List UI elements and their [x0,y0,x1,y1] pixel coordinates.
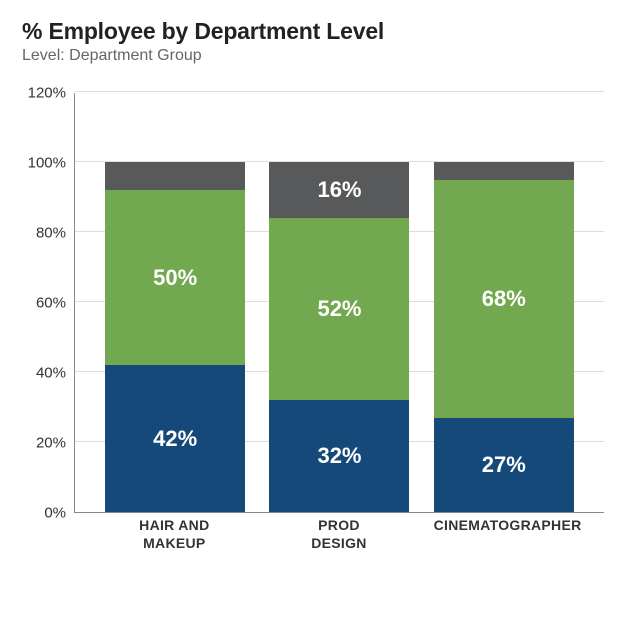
y-tick-label: 60% [36,295,66,312]
chart-title: % Employee by Department Level [22,18,604,45]
bar-segment-bottom: 32% [269,400,409,512]
bar-segment-top [105,162,245,190]
bar-segment-bottom: 42% [105,365,245,512]
x-axis-label: HAIR ANDMAKEUP [104,517,244,552]
y-tick-label: 100% [28,155,66,172]
x-axis-label: CINEMATOGRAPHER [434,517,574,552]
bar-segment-top [434,162,574,180]
y-axis: 0%20%40%60%80%100%120% [22,93,74,513]
y-tick-label: 120% [28,85,66,102]
bar-segment-middle: 68% [434,180,574,418]
bar-segment-middle: 50% [105,190,245,365]
y-tick-label: 20% [36,435,66,452]
y-tick-label: 0% [44,505,66,522]
bars-container: 50%42%16%52%32%68%27% [75,93,604,512]
x-axis-label: PRODDESIGN [269,517,409,552]
chart-area: 0%20%40%60%80%100%120% 50%42%16%52%32%68… [22,93,604,583]
bar-column: 68%27% [434,93,574,512]
bar-segment-top: 16% [269,162,409,218]
y-tick-label: 80% [36,225,66,242]
plot-area: 50%42%16%52%32%68%27% [74,93,604,513]
bar-segment-bottom: 27% [434,418,574,513]
x-axis-labels: HAIR ANDMAKEUP PRODDESIGN CINEMATOGRAPHER [74,517,604,552]
grid-line [75,91,604,92]
bar-column: 50%42% [105,93,245,512]
y-tick-label: 40% [36,365,66,382]
bar-segment-middle: 52% [269,218,409,400]
chart-subtitle: Level: Department Group [22,47,604,65]
bar-column: 16%52%32% [269,93,409,512]
